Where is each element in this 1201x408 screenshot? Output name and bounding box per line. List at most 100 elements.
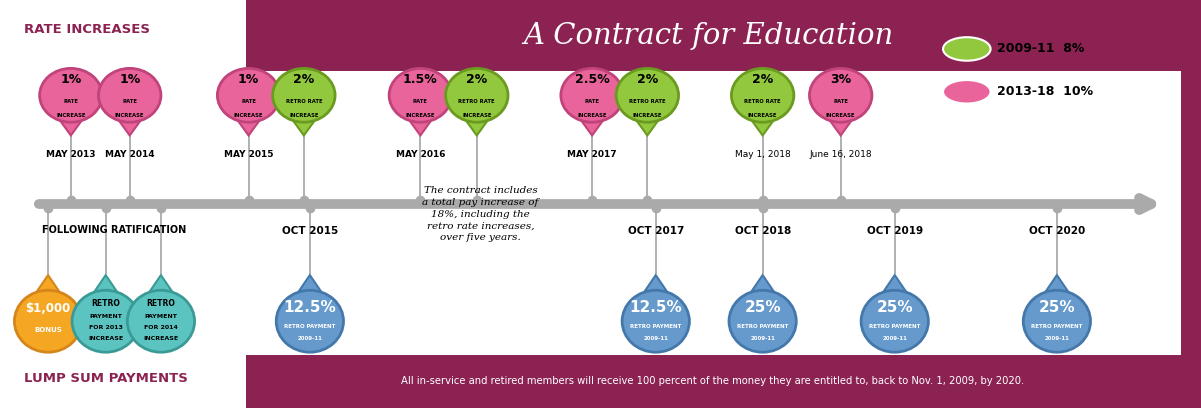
Text: RATE: RATE	[241, 99, 256, 104]
Text: FOLLOWING RATIFICATION: FOLLOWING RATIFICATION	[42, 225, 186, 235]
Polygon shape	[410, 114, 431, 118]
Text: INCREASE: INCREASE	[289, 113, 318, 118]
Text: 2009-11: 2009-11	[298, 336, 322, 341]
Text: OCT 2018: OCT 2018	[735, 226, 790, 237]
Polygon shape	[751, 295, 775, 299]
Text: $1,000: $1,000	[25, 302, 71, 315]
Polygon shape	[643, 275, 669, 294]
Text: All in-service and retired members will receive 100 percent of the money they ar: All in-service and retired members will …	[401, 377, 1023, 386]
Ellipse shape	[14, 290, 82, 352]
Ellipse shape	[943, 37, 991, 61]
Text: 1%: 1%	[119, 73, 141, 86]
Polygon shape	[1045, 295, 1069, 299]
Text: RETRO PAYMENT: RETRO PAYMENT	[631, 324, 681, 329]
Text: RETRO RATE: RETRO RATE	[745, 99, 781, 104]
Text: 2009-11: 2009-11	[883, 336, 907, 341]
Polygon shape	[94, 295, 118, 299]
Text: RETRO PAYMENT: RETRO PAYMENT	[737, 324, 788, 329]
FancyArrowPatch shape	[38, 198, 1152, 210]
Text: RETRO RATE: RETRO RATE	[286, 99, 322, 104]
Text: BONUS: BONUS	[34, 326, 62, 333]
Ellipse shape	[389, 69, 452, 122]
Text: MAY 2017: MAY 2017	[567, 150, 617, 159]
Polygon shape	[237, 119, 261, 135]
Text: 2009-11: 2009-11	[644, 336, 668, 341]
Polygon shape	[298, 295, 322, 299]
Text: RETRO: RETRO	[147, 299, 175, 308]
Polygon shape	[830, 114, 852, 118]
Text: 2%: 2%	[293, 73, 315, 86]
Text: 12.5%: 12.5%	[283, 300, 336, 315]
Text: INCREASE: INCREASE	[143, 336, 179, 341]
Ellipse shape	[616, 69, 679, 122]
Text: 2.5%: 2.5%	[575, 73, 609, 86]
Ellipse shape	[98, 69, 161, 122]
FancyBboxPatch shape	[0, 355, 246, 408]
Text: RETRO RATE: RETRO RATE	[629, 99, 665, 104]
Text: May 1, 2018: May 1, 2018	[735, 150, 790, 159]
Text: PAYMENT: PAYMENT	[89, 314, 123, 319]
Text: 2009-11: 2009-11	[751, 336, 775, 341]
Polygon shape	[92, 275, 119, 294]
Text: The contract includes
a total pay increase of
18%, including the
retro rate incr: The contract includes a total pay increa…	[423, 186, 538, 242]
FancyBboxPatch shape	[1181, 0, 1201, 408]
Text: RETRO PAYMENT: RETRO PAYMENT	[870, 324, 920, 329]
Polygon shape	[297, 275, 323, 294]
Text: 1%: 1%	[60, 73, 82, 86]
Text: 2%: 2%	[466, 73, 488, 86]
Polygon shape	[118, 119, 142, 135]
Text: 2013-18  10%: 2013-18 10%	[997, 85, 1093, 98]
Ellipse shape	[273, 69, 335, 122]
Polygon shape	[59, 119, 83, 135]
Text: RATE: RATE	[833, 99, 848, 104]
Ellipse shape	[72, 290, 139, 352]
Text: RATE: RATE	[585, 99, 599, 104]
Polygon shape	[148, 275, 174, 294]
Text: OCT 2015: OCT 2015	[282, 226, 337, 237]
Polygon shape	[752, 114, 773, 118]
Ellipse shape	[1023, 290, 1091, 352]
Text: MAY 2015: MAY 2015	[223, 150, 274, 159]
Polygon shape	[829, 119, 853, 135]
Polygon shape	[238, 114, 259, 118]
Text: 25%: 25%	[745, 300, 781, 315]
Text: A Contract for Education: A Contract for Education	[524, 22, 894, 50]
Ellipse shape	[622, 290, 689, 352]
Text: MAY 2013: MAY 2013	[46, 150, 96, 159]
Polygon shape	[635, 119, 659, 135]
Polygon shape	[465, 119, 489, 135]
Polygon shape	[60, 114, 82, 118]
Ellipse shape	[809, 69, 872, 122]
Polygon shape	[644, 295, 668, 299]
Text: INCREASE: INCREASE	[462, 113, 491, 118]
Polygon shape	[36, 295, 60, 299]
Text: RETRO PAYMENT: RETRO PAYMENT	[285, 324, 335, 329]
Text: LUMP SUM PAYMENTS: LUMP SUM PAYMENTS	[24, 373, 187, 385]
Text: MAY 2016: MAY 2016	[395, 150, 446, 159]
Text: 2%: 2%	[752, 73, 773, 86]
Text: INCREASE: INCREASE	[234, 113, 263, 118]
Text: RETRO RATE: RETRO RATE	[459, 99, 495, 104]
Text: INCREASE: INCREASE	[826, 113, 855, 118]
Text: June 16, 2018: June 16, 2018	[809, 150, 872, 159]
Ellipse shape	[561, 69, 623, 122]
Polygon shape	[581, 114, 603, 118]
Text: INCREASE: INCREASE	[56, 113, 85, 118]
Text: PAYMENT: PAYMENT	[144, 314, 178, 319]
Ellipse shape	[446, 69, 508, 122]
Text: INCREASE: INCREASE	[88, 336, 124, 341]
Polygon shape	[466, 114, 488, 118]
Polygon shape	[882, 275, 908, 294]
Text: MAY 2014: MAY 2014	[104, 150, 155, 159]
Ellipse shape	[943, 80, 991, 104]
Text: 12.5%: 12.5%	[629, 300, 682, 315]
Polygon shape	[883, 295, 907, 299]
Polygon shape	[293, 114, 315, 118]
Text: 3%: 3%	[830, 73, 852, 86]
Text: 2009-11: 2009-11	[1045, 336, 1069, 341]
Text: INCREASE: INCREASE	[748, 113, 777, 118]
Text: 25%: 25%	[877, 300, 913, 315]
Text: 25%: 25%	[1039, 300, 1075, 315]
Text: INCREASE: INCREASE	[578, 113, 607, 118]
Text: FOR 2014: FOR 2014	[144, 325, 178, 330]
